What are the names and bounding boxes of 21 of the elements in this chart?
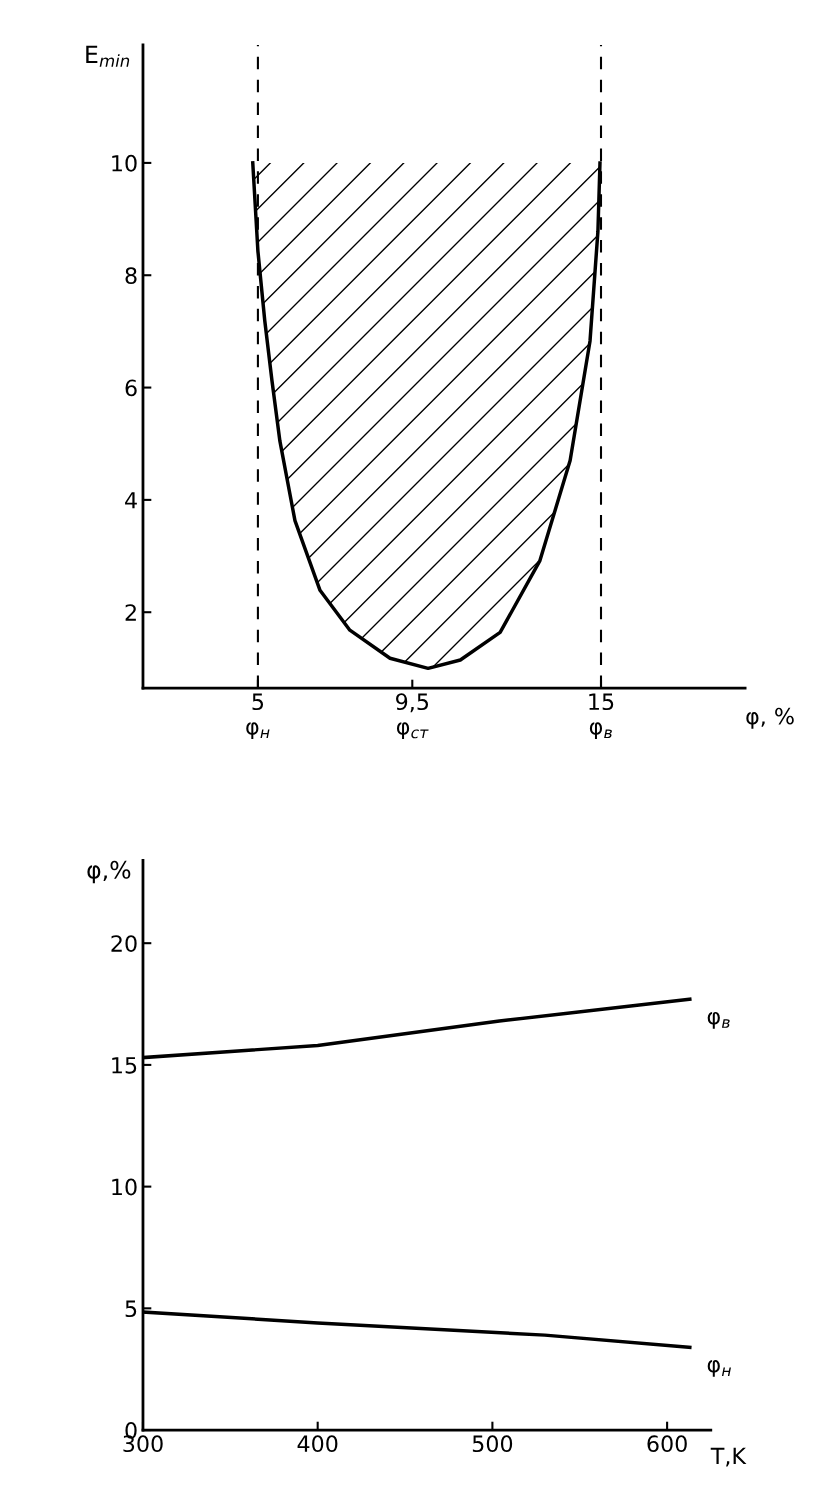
y-tick-label: 5: [125, 1300, 137, 1318]
y-tick-label: 20: [111, 935, 137, 952]
y-tick-label: 8: [125, 267, 137, 284]
series-label: φ$_{н}$: [707, 1360, 731, 1377]
x-tick-label: 500: [472, 1435, 513, 1453]
x-axis-title: φ, %: [746, 707, 794, 729]
y-tick-label: 10: [112, 1178, 137, 1196]
y-tick-label: 4: [125, 492, 137, 509]
x-tick-label: 600: [647, 1435, 687, 1453]
y-tick-label: 2: [125, 604, 136, 621]
x-tick-label: 9,5 φ$_{ст}$: [396, 693, 429, 740]
x-tick-label: 5 φ$_{н}$: [246, 693, 270, 740]
series-label: φ$_{в}$: [707, 1011, 730, 1029]
y-tick-label: 15: [112, 1057, 137, 1074]
x-tick-label: 15 φ$_{в}$: [589, 693, 614, 740]
x-axis-title: T,K: [710, 1447, 747, 1467]
x-tick-label: 400: [297, 1435, 338, 1453]
y-axis-title: E$_{min}$: [86, 45, 130, 67]
y-tick-label: 10: [112, 154, 137, 172]
y-tick-label: 6: [125, 379, 137, 397]
y-axis-title: φ,%: [87, 860, 131, 884]
